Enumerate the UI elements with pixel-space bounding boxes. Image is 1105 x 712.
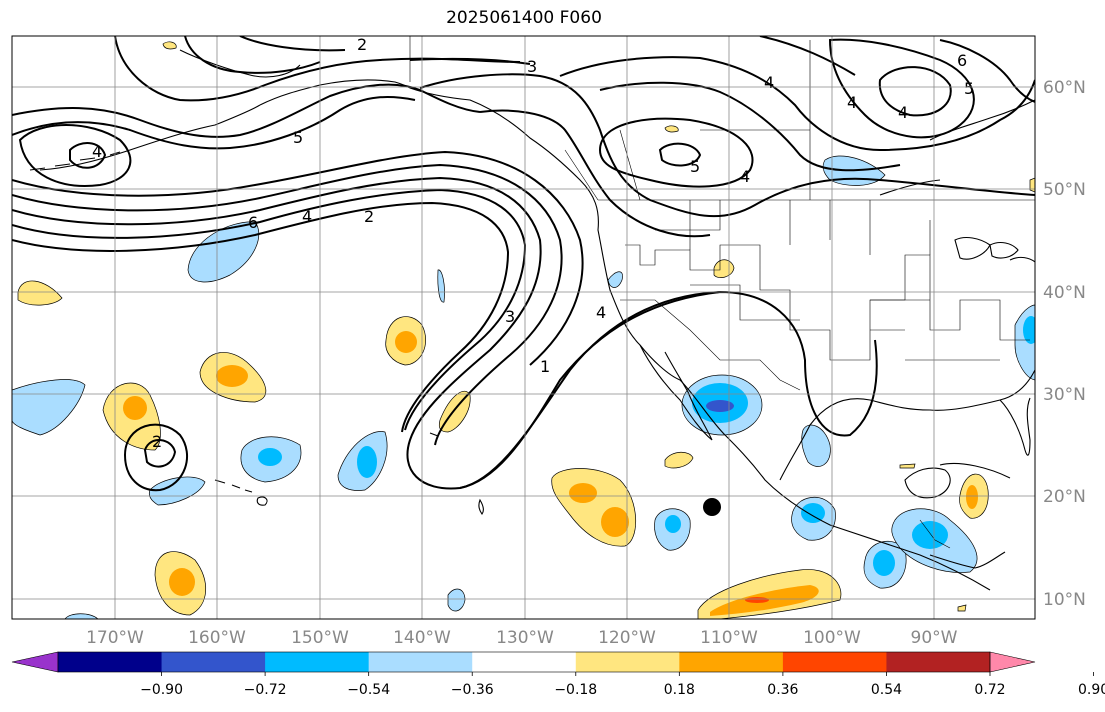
contour-label: 2 bbox=[364, 207, 374, 226]
graticule bbox=[12, 36, 1035, 619]
colorbar-swatch bbox=[58, 652, 163, 672]
contour-labels: 2 3 4 5 4 6 4 2 3 1 4 5 4 4 6 5 4 2 bbox=[92, 35, 974, 451]
contour-label: 4 bbox=[898, 103, 908, 122]
contour-label: 4 bbox=[740, 167, 750, 186]
latitude-label: 30°N bbox=[1043, 385, 1086, 405]
coastlines bbox=[29, 49, 1035, 591]
colorbar-swatch bbox=[161, 652, 266, 672]
colorbar-swatch bbox=[782, 652, 887, 672]
colorbar-swatch bbox=[265, 652, 370, 672]
contour-label: 4 bbox=[302, 207, 312, 226]
contour-label: 5 bbox=[293, 128, 303, 147]
longitude-label: 160°W bbox=[188, 628, 246, 648]
anomaly-shading bbox=[12, 41, 1035, 619]
latitude-label: 10°N bbox=[1043, 590, 1086, 610]
colorbar-tick-label: 0.18 bbox=[664, 682, 695, 698]
longitude-label: 130°W bbox=[496, 628, 554, 648]
contour-label: 3 bbox=[527, 57, 537, 76]
colorbar-tick-label: −0.18 bbox=[554, 682, 597, 698]
longitude-label: 170°W bbox=[86, 628, 144, 648]
longitude-label: 120°W bbox=[598, 628, 656, 648]
colorbar-tick-label: −0.36 bbox=[451, 682, 494, 698]
latitude-label: 20°N bbox=[1043, 487, 1086, 507]
colorbar-tick-label: −0.54 bbox=[347, 682, 390, 698]
longitude-label: 100°W bbox=[803, 628, 861, 648]
map-frame bbox=[11, 35, 1036, 620]
colorbar-swatch bbox=[886, 652, 991, 672]
contour-label: 2 bbox=[152, 432, 162, 451]
colorbar-tick-label: 0.72 bbox=[974, 682, 1005, 698]
latitude-label: 40°N bbox=[1043, 283, 1086, 303]
political-borders bbox=[409, 36, 1035, 549]
colorbar-tick-label: 0.54 bbox=[871, 682, 902, 698]
contour-label: 2 bbox=[357, 35, 367, 54]
colorbar-tick-label: −0.90 bbox=[140, 682, 183, 698]
longitude-label: 90°W bbox=[911, 628, 958, 648]
latitude-label: 50°N bbox=[1043, 180, 1086, 200]
longitude-label: 110°W bbox=[700, 628, 758, 648]
colorbar-outline bbox=[57, 651, 991, 673]
colorbar-swatch bbox=[368, 652, 473, 672]
colorbar: −0.90 −0.72 −0.54 −0.36 −0.18 0.18 0.36 0.54 0.7… bbox=[11, 651, 1105, 698]
contour-label: 4 bbox=[92, 142, 102, 161]
contour-label: 5 bbox=[964, 79, 974, 98]
contour-label: 4 bbox=[847, 93, 857, 112]
longitude-labels: 170°W 160°W 150°W 140°W 130°W 120°W 110°W 100°W… bbox=[86, 628, 958, 648]
contour-label: 5 bbox=[690, 157, 700, 176]
contour-label: 4 bbox=[764, 73, 774, 92]
colorbar-extend-low bbox=[11, 651, 59, 673]
contour-label: 6 bbox=[957, 51, 967, 70]
contour-lines bbox=[12, 36, 1035, 492]
colorbar-swatch bbox=[472, 652, 577, 672]
longitude-label: 150°W bbox=[291, 628, 349, 648]
colorbar-tick-label: 0.90 bbox=[1078, 682, 1105, 698]
colorbar-swatch bbox=[575, 652, 680, 672]
contour-label: 4 bbox=[596, 303, 606, 322]
contour-label: 3 bbox=[505, 307, 515, 326]
latitude-label: 60°N bbox=[1043, 78, 1086, 98]
contour-label: 1 bbox=[540, 357, 550, 376]
contour-label: 6 bbox=[248, 213, 258, 232]
longitude-label: 140°W bbox=[393, 628, 451, 648]
latitude-labels: 60°N 50°N 40°N 30°N 20°N 10°N bbox=[1043, 78, 1086, 610]
map-title: 2025061400 F060 bbox=[446, 8, 602, 28]
colorbar-swatch bbox=[679, 652, 784, 672]
map-panel bbox=[12, 36, 1035, 619]
colorbar-tick-label: −0.72 bbox=[244, 682, 287, 698]
storm-center-marker bbox=[703, 498, 721, 516]
colorbar-extend-high bbox=[989, 651, 1036, 673]
colorbar-tick-label: 0.36 bbox=[767, 682, 798, 698]
